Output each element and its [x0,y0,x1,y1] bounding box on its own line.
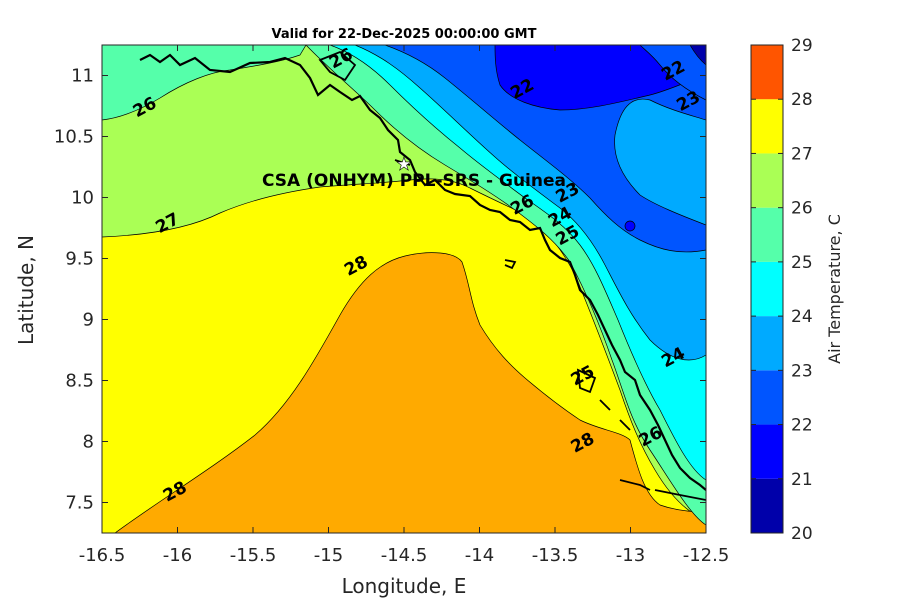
colorbar-tick-label: 23 [791,361,813,381]
colorbar: 20 21 22 23 24 25 26 27 28 29 [750,36,813,544]
colorbar-frame [750,44,784,534]
y-tick-label: 10 [71,188,94,209]
colorbar-tick-label: 22 [791,416,813,436]
coastline [139,53,706,491]
cold-spot-feature [624,220,636,232]
band-20-21-corner [689,45,706,66]
x-tick-label: -15.5 [230,545,277,566]
colorbar-tick-label: 27 [791,144,813,164]
colorbar-tick-label: 26 [791,199,813,219]
station-star-icon: ★ [396,154,412,175]
colorbar-segment [751,45,783,100]
band-23-24 [354,45,706,361]
x-tick-label: -16.5 [79,545,126,566]
colorbar-tick-label: 24 [791,307,813,327]
colorbar-tick-label: 21 [791,470,813,490]
colorbar-tick-label: 29 [791,36,813,56]
colorbar-tick-label: 25 [791,253,813,273]
colorbar-segment [751,207,783,262]
x-tick-label: -13 [616,545,645,566]
y-tick-label: 7.5 [65,493,94,514]
x-axis: -16.5 -16 -15.5 -15 -14.5 -14 -13.5 -13 -12.5 [79,45,730,566]
colorbar-segment [751,316,783,371]
figure-title: Valid for 22-Dec-2025 00:00:00 GMT [272,27,537,42]
band-21-22 [494,45,706,111]
y-tick-label: 10.5 [54,127,94,148]
colorbar-tick-label: 28 [791,90,813,110]
x-tick-label: -13.5 [532,545,579,566]
colorbar-segment [751,370,783,425]
x-tick-label: -14.5 [381,545,428,566]
band-22-23-east [639,45,706,101]
colorbar-segment [751,261,783,317]
colorbar-label: Air Temperature, C [825,214,844,364]
colorbar-segment [751,99,783,154]
x-tick-label: -14 [465,545,494,566]
y-tick-label: 11 [71,66,94,87]
y-axis: 11 10.5 10 9.5 9 8.5 8 7.5 [54,66,706,514]
x-tick-label: -16 [163,545,192,566]
x-axis-label: Longitude, E [342,574,467,598]
coastal-islands [318,50,706,501]
band-28-29 [114,252,706,533]
y-tick-label: 9 [83,310,94,331]
y-tick-label: 8 [83,432,94,453]
y-tick-label: 9.5 [65,249,94,270]
x-tick-label: -12.5 [683,545,730,566]
y-tick-label: 8.5 [65,371,94,392]
station-label: CSA (ONHYM) PPL-SRS - Guinea [262,171,566,191]
colorbar-segment [751,153,783,208]
y-axis-label: Latitude, N [14,235,38,345]
colorbar-segment [751,424,783,479]
colorbar-tick-label: 20 [791,524,813,544]
x-tick-label: -15 [314,545,343,566]
colorbar-segment [751,478,783,533]
